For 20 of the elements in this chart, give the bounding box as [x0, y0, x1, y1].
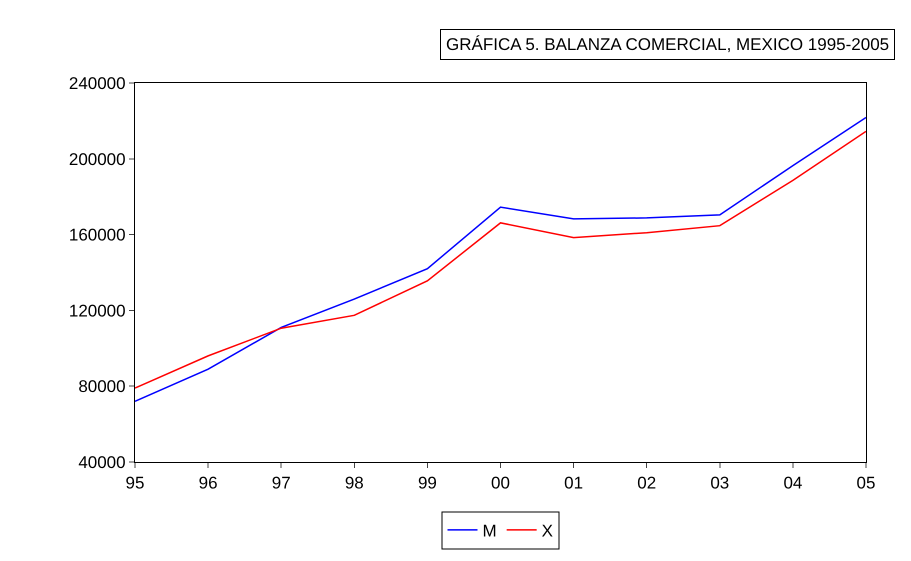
y-tick-label: 120000 [68, 301, 126, 320]
x-tick-label: 01 [564, 473, 584, 492]
y-tick-label: 40000 [78, 452, 126, 472]
x-tick-label: 02 [637, 473, 656, 492]
x-tick-label: 05 [856, 473, 876, 492]
x-tick-label: 04 [783, 473, 802, 492]
legend-label: M [482, 521, 497, 540]
legend-label: X [542, 521, 554, 540]
x-tick-label: 98 [344, 473, 364, 492]
x-tick-label: 96 [198, 473, 218, 492]
y-tick-label: 240000 [68, 74, 126, 93]
x-tick-label: 03 [710, 473, 730, 492]
chart-title: GRÁFICA 5. BALANZA COMERCIAL, MEXICO 1995-2005 [446, 35, 890, 54]
y-tick-label: 160000 [68, 226, 126, 245]
x-tick-label: 99 [418, 473, 437, 492]
x-tick-label: 00 [491, 473, 510, 492]
y-tick-label: 80000 [78, 377, 126, 396]
x-tick-label: 97 [272, 473, 291, 492]
x-tick-label: 95 [126, 473, 144, 492]
y-tick-label: 200000 [68, 150, 126, 169]
